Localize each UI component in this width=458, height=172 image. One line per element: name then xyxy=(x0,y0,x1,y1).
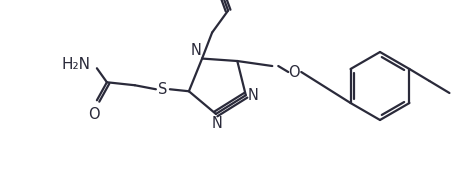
Text: N: N xyxy=(190,42,201,58)
Text: H₂N: H₂N xyxy=(62,57,91,72)
Text: O: O xyxy=(88,107,100,122)
Text: O: O xyxy=(289,64,300,79)
Text: S: S xyxy=(158,82,168,97)
Text: N: N xyxy=(248,88,259,103)
Text: N: N xyxy=(212,116,222,131)
